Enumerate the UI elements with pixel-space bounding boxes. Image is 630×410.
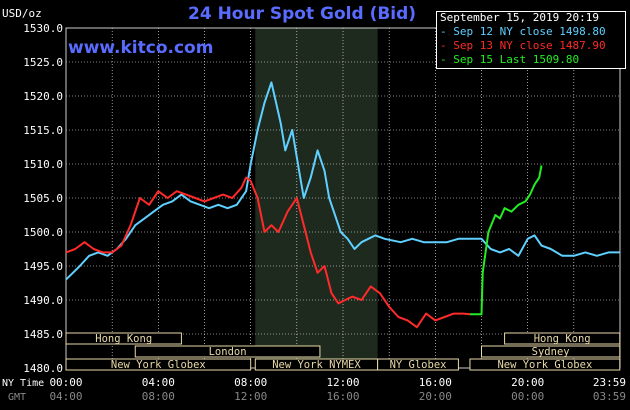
y-tick-label: 1510.0 <box>23 158 63 171</box>
session-label: New York Globex <box>497 359 592 371</box>
session-box <box>377 358 459 371</box>
sep15-swatch: - <box>440 53 447 66</box>
legend-item-sep12: - Sep 12 NY close 1498.80 <box>437 25 625 39</box>
session-box <box>65 332 182 345</box>
time-axis: NY TimeGMT00:0004:0004:0008:0008:0012:00… <box>2 376 626 403</box>
session-label: Sydney <box>532 346 570 358</box>
session-label: Hong Kong <box>95 333 152 345</box>
y-tick-label: 1500.0 <box>23 226 63 239</box>
session-box <box>469 358 621 371</box>
ny-time-tick: 16:00 <box>419 376 452 389</box>
ny-time-tick: 00:00 <box>49 376 82 389</box>
legend-item-sep13: - Sep 13 NY close 1487.90 <box>437 39 625 53</box>
y-tick-label: 1485.0 <box>23 328 63 341</box>
y-tick-label: 1525.0 <box>23 56 63 69</box>
gmt-time-tick: 12:00 <box>234 390 267 403</box>
gmt-time-tick: 03:59 <box>593 390 626 403</box>
gmt-time-tick: 08:00 <box>142 390 175 403</box>
y-tick-label: 1505.0 <box>23 192 63 205</box>
gmt-time-tick: 16:00 <box>326 390 359 403</box>
ny-time-tick: 23:59 <box>593 376 626 389</box>
y-tick-label: 1490.0 <box>23 294 63 307</box>
gmt-time-tick: 00:00 <box>511 390 544 403</box>
series-line-1 <box>65 176 471 329</box>
units-label: USD/oz <box>2 7 42 20</box>
y-axis-ticks: 1480.0 1485.0 1490.0 1495.0 1500.0 1505.0 1510… <box>23 22 63 375</box>
session-label: NY Globex <box>390 359 447 371</box>
session-box <box>481 345 621 358</box>
ny-time-tick: 08:00 <box>234 376 267 389</box>
grid-lines <box>65 27 621 369</box>
y-tick-label: 1515.0 <box>23 124 63 137</box>
price-series <box>65 81 620 329</box>
ny-time-axis-label: NY Time <box>2 378 44 389</box>
legend: September 15, 2019 20:19 - Sep 12 NY clo… <box>436 11 626 69</box>
y-tick-label: 1495.0 <box>23 260 63 273</box>
session-label: Hong Kong <box>534 333 591 345</box>
session-label: New York Globex <box>111 359 206 371</box>
y-tick-label: 1480.0 <box>23 362 63 375</box>
series-line-2 <box>470 165 543 316</box>
legend-item-sep15: - Sep 15 Last 1509.80 <box>437 53 625 67</box>
session-box <box>504 332 621 345</box>
website-link[interactable]: www.kitco.com <box>68 38 214 58</box>
ny-time-tick: 04:00 <box>142 376 175 389</box>
sep15-label: Sep 15 Last 1509.80 <box>453 53 580 66</box>
gmt-time-tick: 20:00 <box>419 390 452 403</box>
gmt-axis-label: GMT <box>8 392 26 403</box>
sep13-label: Sep 13 NY close 1487.90 <box>453 39 606 52</box>
sep13-swatch: - <box>440 39 447 52</box>
sep12-swatch: - <box>440 25 447 38</box>
y-tick-label: 1530.0 <box>23 22 63 35</box>
sep12-label: Sep 12 NY close 1498.80 <box>453 25 606 38</box>
session-label: London <box>209 346 247 358</box>
series-line-0 <box>65 81 620 281</box>
ny-time-tick: 12:00 <box>326 376 359 389</box>
y-tick-label: 1520.0 <box>23 90 63 103</box>
legend-date: September 15, 2019 20:19 <box>440 11 599 24</box>
session-label: New York NYMEX <box>272 359 361 371</box>
session-box <box>134 345 321 358</box>
session-box <box>65 358 252 371</box>
ny-time-tick: 20:00 <box>511 376 544 389</box>
chart-title: 24 Hour Spot Gold (Bid) <box>188 4 417 24</box>
gmt-time-tick: 04:00 <box>49 390 82 403</box>
